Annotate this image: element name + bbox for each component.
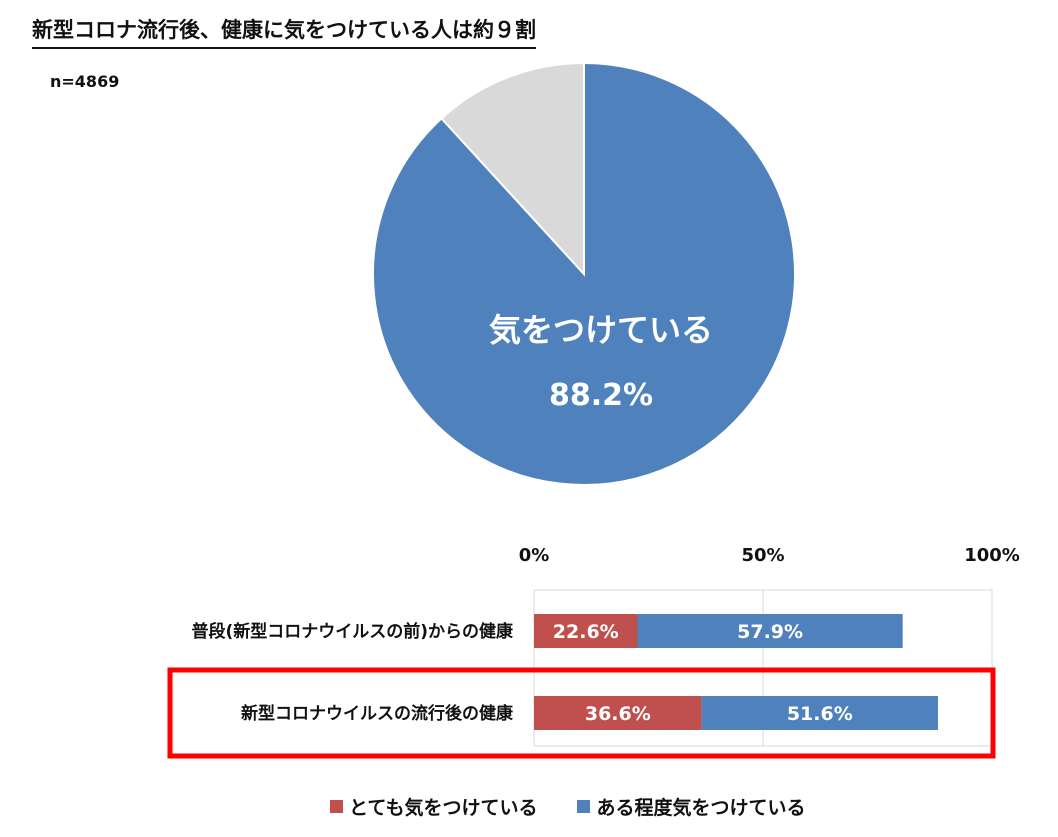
pie-annotation-value: 88.2% xyxy=(549,378,653,413)
bar-data-label-1-0: 36.6% xyxy=(585,703,651,725)
bar-segment-0-1 xyxy=(637,614,903,648)
legend: とても気をつけている ある程度気をつけている xyxy=(330,793,806,820)
bar-data-label-0-0: 22.6% xyxy=(553,621,619,643)
x-tick-label-0: 0% xyxy=(519,545,550,566)
bar-segment-1-1 xyxy=(701,696,938,730)
x-tick-label-1: 50% xyxy=(741,545,784,566)
legend-swatch-very xyxy=(330,800,343,813)
legend-label-somewhat: ある程度気をつけている xyxy=(596,797,806,819)
sample-size-label: n=4869 xyxy=(50,72,120,91)
chart-title: 新型コロナ流行後、健康に気をつけている人は約９割 xyxy=(32,14,536,49)
category-label-1: 新型コロナウイルスの流行後の健康 xyxy=(241,703,514,724)
legend-item-very: とても気をつけている xyxy=(330,793,537,820)
bar-data-label-0-1: 57.9% xyxy=(737,621,803,643)
legend-swatch-somewhat xyxy=(577,800,591,813)
bar-data-label-1-1: 51.6% xyxy=(787,703,853,725)
legend-item-somewhat: ある程度気をつけている xyxy=(577,793,806,820)
x-tick-label-2: 100% xyxy=(964,545,1020,566)
legend-label-very: とても気をつけている xyxy=(349,797,538,819)
pie-annotation-label: 気をつけている xyxy=(489,311,713,349)
bar-segment-1-0 xyxy=(534,696,702,730)
category-label-0: 普段(新型コロナウイルスの前)からの健康 xyxy=(191,621,514,642)
pie-slice-1 xyxy=(440,61,585,277)
bar-segment-0-0 xyxy=(534,614,638,648)
highlight-box xyxy=(167,667,996,759)
